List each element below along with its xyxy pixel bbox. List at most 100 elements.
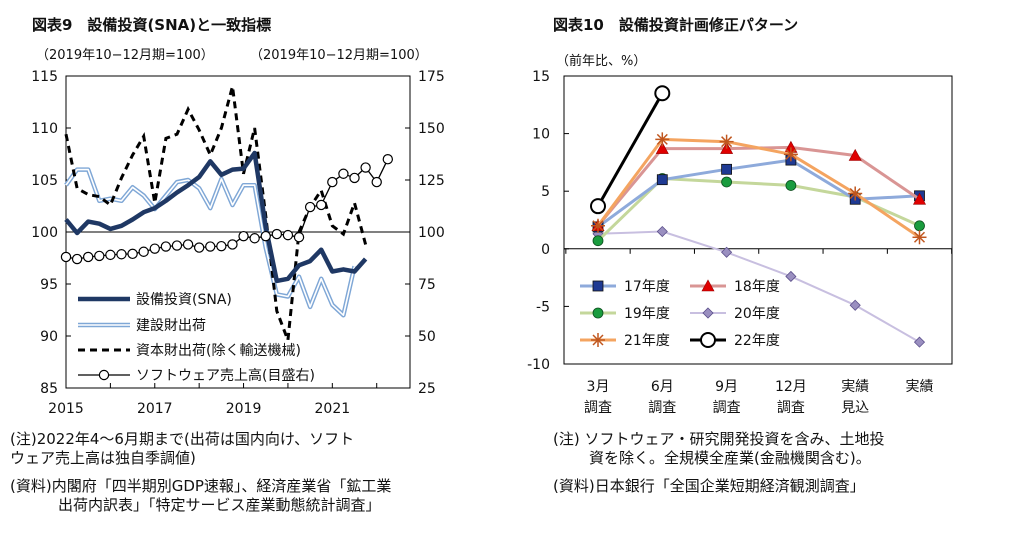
series-software-point (293, 231, 305, 243)
legend-swatch-marker (702, 307, 714, 319)
legend-label: 18年度 (734, 279, 780, 295)
series-software-point (138, 246, 149, 257)
chart2-y-tick-label: 0 (541, 242, 550, 258)
chart2-y-tick-label: 5 (541, 184, 550, 200)
left-note-3: (資料)内閣府「四半期別GDP速報」、経済産業省「鉱工業 (10, 477, 392, 495)
asterisk-stroke (592, 334, 604, 346)
chart1-right-tick-label: 125 (418, 173, 445, 189)
legend-label: 設備投資(SNA) (136, 292, 232, 308)
series-software-point (149, 243, 160, 254)
series-software-point (316, 199, 327, 211)
series-software-point (160, 241, 172, 252)
legend-label: 資本財出荷(除く輸送機械) (136, 343, 301, 359)
asterisk-stroke (849, 187, 861, 200)
legend-label: 21年度 (624, 333, 670, 349)
chart1-right-tick-label: 75 (418, 277, 436, 293)
series-fy21-line (596, 137, 921, 239)
chart2-x-tick-label: 6月 (651, 379, 674, 395)
chart2-title: 図表10 設備投資計画修正パターン (553, 16, 799, 34)
chart1-x-tick-label: 2019 (226, 401, 262, 417)
left-note-4: 出荷内訳表」「特定サービス産業動態統計調査」 (58, 496, 381, 514)
chart2-unit: （前年比、%） (556, 54, 647, 69)
series-software-point (205, 241, 216, 252)
series-software-point (349, 172, 360, 184)
chart2-x-tick-label: 調査 (713, 400, 741, 416)
series-software-point (304, 201, 316, 213)
series-fy21-point (719, 134, 734, 149)
legend-swatch-software-marker (98, 369, 110, 381)
series-fy22-point (654, 85, 671, 102)
series-fy20-point (849, 299, 861, 311)
series-software-point (193, 242, 205, 253)
series-software-point (282, 229, 294, 241)
chart1-left-tick-label: 115 (31, 69, 58, 85)
chart2-x-tick-label: 調査 (648, 400, 676, 416)
series-fy18-point (848, 148, 862, 161)
chart1-x-tick-label: 2021 (315, 401, 351, 417)
legend-swatch-marker (592, 307, 604, 319)
asterisk-stroke (592, 220, 604, 232)
series-software-point (382, 153, 394, 165)
chart1-right-tick-label: 50 (418, 329, 436, 345)
chart2-x-tick-label: 12月 (775, 379, 807, 395)
series-fy19-point (721, 176, 732, 188)
series-software-point (82, 251, 94, 263)
chart1-right-tick-label: 175 (418, 69, 445, 85)
chart2-y-tick-label: 10 (532, 127, 550, 143)
series-software-point (71, 253, 83, 265)
series-fy22-point (590, 198, 606, 215)
chart2-x-tick-label: 調査 (777, 400, 805, 416)
chart2-x-tick-label: 調査 (584, 400, 612, 416)
series-software-point (60, 251, 72, 263)
legend-label: 17年度 (624, 279, 670, 295)
chart1-left-unit: （2019年10−12月期=100） (36, 48, 214, 63)
legend-label: 19年度 (624, 306, 670, 322)
series-fy18-point (655, 141, 669, 154)
chart2-y-tick-label: 15 (532, 69, 550, 85)
series-fy20-line (597, 230, 920, 343)
right-note-2: 資を除く。全規模全産業(金融機関含む)。 (589, 449, 871, 467)
series-fy19-point (914, 220, 925, 232)
series-fy20-point (785, 270, 797, 283)
series-software-point (227, 239, 238, 250)
chart1-left-tick-label: 100 (31, 225, 58, 241)
right-note-3: (資料)日本銀行「全国企業短期経済観測調査」 (553, 477, 865, 495)
legend-label: ソフトウェア売上高(目盛右) (136, 367, 315, 384)
series-fy17-point (656, 174, 668, 186)
series-software-point (260, 230, 271, 242)
series-software-point (216, 240, 227, 252)
series-software-point (238, 230, 249, 242)
chart1-left-tick-label: 90 (40, 329, 58, 345)
series-fy22-line (596, 92, 664, 207)
chart1-left-tick-label: 110 (31, 121, 58, 137)
chart1-left-tick-label: 105 (31, 173, 58, 189)
series-fy20-point (721, 246, 733, 258)
right-note-1: (注) ソフトウェア・研究開発投資を含み、土地投 (553, 430, 885, 448)
series-software-point (338, 168, 349, 179)
series-fy19-point (592, 235, 604, 247)
chart1-x-tick-label: 2015 (48, 401, 84, 417)
series-fy19-point (785, 180, 797, 191)
series-software-point (271, 228, 283, 240)
chart1-right-tick-label: 150 (418, 121, 445, 137)
legend-swatch-marker (700, 332, 716, 348)
series-software-point (127, 248, 138, 260)
chart1-x-tick-label: 2017 (137, 401, 173, 417)
legend-label: 20年度 (734, 306, 780, 322)
series-fy21-point (655, 132, 670, 147)
chart2-y-tick-label: -10 (527, 357, 550, 373)
series-fy18-point (912, 192, 927, 205)
chart1-left-tick-label: 85 (40, 381, 58, 397)
series-fy17-point (721, 163, 732, 175)
series-software-point (116, 249, 127, 260)
legend-swatch-marker (592, 280, 604, 292)
chart1-left-tick-label: 95 (40, 277, 58, 293)
left-note-2: ウェア売上高は独自季調値) (10, 449, 196, 467)
chart2-x-tick-label: 見込 (841, 400, 869, 416)
asterisk-stroke (785, 148, 797, 160)
series-fy20-point (656, 225, 668, 238)
chart1-title: 図表9 設備投資(SNA)と一致指標 (32, 16, 272, 34)
series-fy21-point (848, 186, 863, 201)
series-fy17-line (597, 158, 920, 229)
